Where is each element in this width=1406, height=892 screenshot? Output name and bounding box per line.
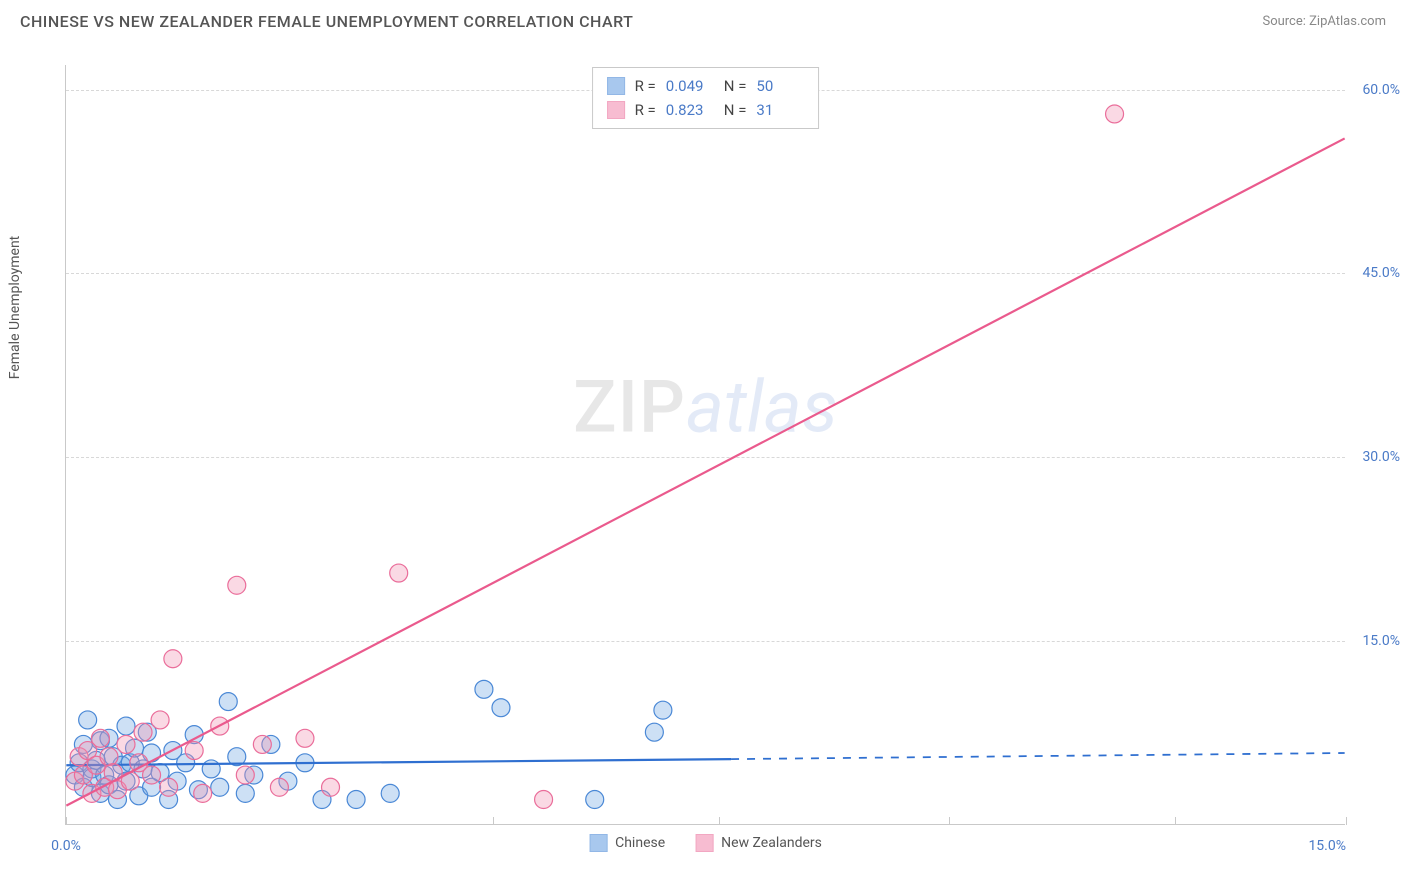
- scatter-point: [270, 778, 288, 796]
- scatter-point: [143, 766, 161, 784]
- scatter-point: [194, 784, 212, 802]
- scatter-point: [236, 784, 254, 802]
- legend-n-value: 50: [756, 74, 804, 98]
- scatter-point: [322, 778, 340, 796]
- scatter-point: [100, 748, 118, 766]
- scatter-point: [202, 760, 220, 778]
- scatter-point: [228, 576, 246, 594]
- y-axis-label: Female Unemployment: [7, 235, 23, 379]
- scatter-point: [117, 717, 135, 735]
- legend-item: Chinese: [589, 834, 665, 852]
- chart-title: CHINESE VS NEW ZEALANDER FEMALE UNEMPLOY…: [20, 12, 633, 31]
- scatter-point: [381, 784, 399, 802]
- scatter-point: [535, 791, 553, 809]
- legend-swatch: [695, 834, 713, 852]
- legend-n-label: N =: [724, 98, 747, 122]
- scatter-point: [134, 723, 152, 741]
- legend-r-value: 0.823: [666, 98, 714, 122]
- scatter-point: [296, 729, 314, 747]
- scatter-point: [654, 701, 672, 719]
- x-tick-label: 0.0%: [51, 838, 81, 854]
- legend-stats: R = 0.049 N = 50 R = 0.823 N = 31: [592, 67, 820, 129]
- scatter-point: [390, 564, 408, 582]
- legend-label: Chinese: [615, 835, 665, 851]
- chart-header: CHINESE VS NEW ZEALANDER FEMALE UNEMPLOY…: [0, 0, 1406, 39]
- scatter-point: [164, 650, 182, 668]
- legend-swatch: [589, 834, 607, 852]
- chart-container: Female Unemployment ZIPatlas R =0.049N =…: [20, 45, 1386, 840]
- scatter-point: [160, 778, 178, 796]
- scatter-point: [347, 791, 365, 809]
- y-tick-label: 60.0%: [1350, 82, 1400, 98]
- scatter-point: [645, 723, 663, 741]
- scatter-point: [79, 711, 97, 729]
- trend-line: [66, 759, 731, 765]
- trend-line-extrapolated: [731, 753, 1345, 759]
- scatter-point: [219, 693, 237, 711]
- legend-swatch: [607, 77, 625, 95]
- legend-swatch: [607, 101, 625, 119]
- legend-stat-row: R = 0.049 N = 50: [607, 74, 805, 98]
- scatter-point: [586, 791, 604, 809]
- scatter-point: [475, 680, 493, 698]
- legend-n-value: 31: [756, 98, 804, 122]
- scatter-point: [1106, 105, 1124, 123]
- legend-r-value: 0.049: [666, 74, 714, 98]
- legend-r-label: R =: [635, 74, 656, 98]
- trend-line: [66, 138, 1344, 805]
- scatter-point: [253, 735, 271, 753]
- scatter-point: [492, 699, 510, 717]
- scatter-point: [151, 711, 169, 729]
- legend-label: New Zealanders: [721, 835, 822, 851]
- scatter-point: [211, 778, 229, 796]
- scatter-point: [91, 729, 109, 747]
- legend-item: New Zealanders: [695, 834, 822, 852]
- legend-r-label: R =: [635, 98, 656, 122]
- scatter-point: [185, 742, 203, 760]
- legend-series: Chinese New Zealanders: [589, 834, 822, 852]
- chart-source: Source: ZipAtlas.com: [1262, 14, 1386, 29]
- legend-n-label: N =: [724, 74, 747, 98]
- y-tick-label: 15.0%: [1350, 633, 1400, 649]
- x-tick: [1346, 817, 1347, 825]
- scatter-point: [117, 735, 135, 753]
- y-tick-label: 30.0%: [1350, 449, 1400, 465]
- y-tick-label: 45.0%: [1350, 265, 1400, 281]
- plot-area: ZIPatlas R =0.049N =50R =0.823N =31 Chin…: [65, 65, 1345, 825]
- scatter-svg: [66, 65, 1345, 824]
- legend-stat-row: R = 0.823 N = 31: [607, 98, 805, 122]
- x-tick-label: 15.0%: [1308, 838, 1346, 854]
- scatter-point: [236, 766, 254, 784]
